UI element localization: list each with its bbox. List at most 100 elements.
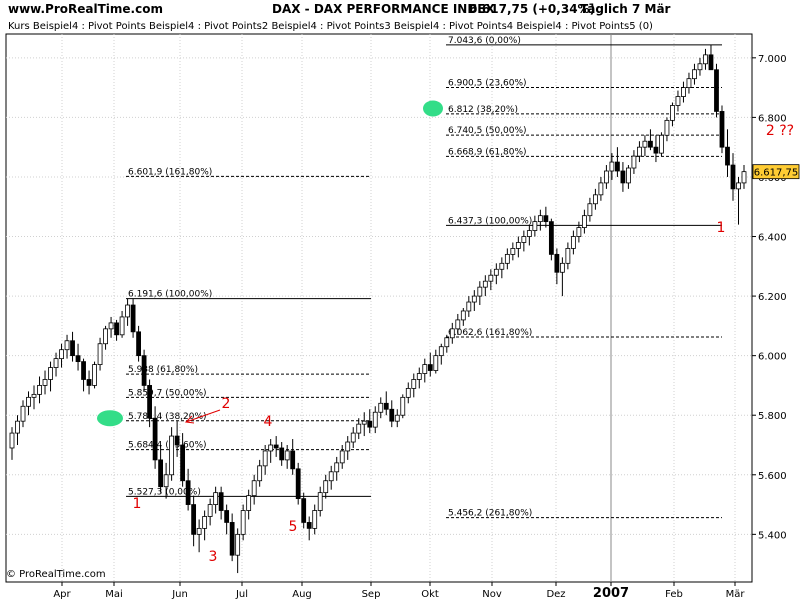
x-tick-label: Aug bbox=[292, 589, 312, 600]
candle-body bbox=[631, 155, 637, 169]
candle-body bbox=[697, 63, 703, 71]
x-tick-label: Jul bbox=[235, 589, 248, 600]
candle-body bbox=[108, 322, 114, 330]
fib-level-label: 5.781,4 (38,20%) bbox=[128, 412, 207, 422]
candle-body bbox=[180, 444, 186, 482]
candle-body bbox=[719, 111, 725, 148]
y-tick-label: 7.000 bbox=[758, 54, 787, 65]
wave-count-label: 1 bbox=[717, 220, 726, 236]
candle-body bbox=[147, 385, 152, 419]
candle-body bbox=[70, 340, 75, 357]
x-tick-label: Okt bbox=[421, 589, 439, 600]
candle-body bbox=[389, 408, 395, 422]
fib-level-label: 5.527,3 (0,00%) bbox=[128, 487, 201, 497]
x-tick-label: Dez bbox=[546, 589, 565, 600]
candle-body bbox=[598, 182, 604, 196]
candle-body bbox=[339, 450, 345, 464]
fib-level-label: 6.900,5 (23,60%) bbox=[448, 78, 527, 88]
candle-body bbox=[741, 171, 747, 184]
candle-body bbox=[681, 87, 686, 97]
candle-body bbox=[224, 510, 230, 523]
annotation-arrow bbox=[185, 409, 221, 423]
candle-body bbox=[31, 393, 37, 398]
candle-body bbox=[191, 504, 197, 535]
y-tick-label: 5.400 bbox=[758, 530, 787, 541]
highlight-marker bbox=[423, 100, 443, 117]
candle-body bbox=[75, 355, 81, 363]
copyright-notice: © ProRealTime.com bbox=[6, 569, 106, 580]
candle-body bbox=[471, 295, 477, 303]
candle-body bbox=[37, 385, 42, 395]
candle-body bbox=[510, 248, 516, 255]
last-price-label: 6.617,75 bbox=[754, 168, 799, 179]
y-tick-label: 6.200 bbox=[758, 292, 787, 303]
candle-body bbox=[334, 462, 340, 473]
candle-body bbox=[444, 337, 450, 348]
candle-body bbox=[455, 319, 461, 330]
candle-body bbox=[554, 253, 560, 273]
candle-body bbox=[449, 328, 455, 339]
candle-body bbox=[141, 355, 147, 386]
candle-body bbox=[240, 510, 246, 535]
candle-body bbox=[196, 527, 202, 535]
candle-body bbox=[427, 364, 433, 371]
candle-body bbox=[103, 328, 108, 345]
x-tick-label: Mär bbox=[726, 589, 746, 600]
site-name[interactable]: www.ProRealTime.com bbox=[8, 2, 163, 16]
candle-body bbox=[235, 533, 241, 556]
candle-body bbox=[345, 441, 351, 452]
x-tick-label: Sep bbox=[362, 589, 381, 600]
instrument-title: DAX - DAX PERFORMANCE INDEX bbox=[272, 2, 495, 16]
quote-change: 6.617,75 (+0,34%) bbox=[469, 2, 596, 16]
candle-body bbox=[405, 388, 411, 398]
candle-body bbox=[81, 361, 86, 380]
candle-body bbox=[400, 396, 406, 416]
candle-body bbox=[361, 420, 367, 425]
candle-body bbox=[620, 170, 626, 184]
candle-body bbox=[637, 146, 642, 157]
candle-body bbox=[367, 420, 373, 428]
candle-body bbox=[521, 236, 527, 243]
candle-body bbox=[114, 322, 119, 336]
candle-body bbox=[736, 182, 741, 190]
candle-body bbox=[350, 432, 356, 443]
candle-body bbox=[499, 262, 505, 270]
candle-body bbox=[686, 78, 692, 89]
candle-body bbox=[213, 492, 219, 505]
fib-level-label: 6.437,3 (100,00%) bbox=[448, 216, 532, 226]
candle-body bbox=[163, 474, 169, 488]
candle-body bbox=[537, 215, 543, 223]
candle-body bbox=[229, 522, 235, 556]
candle-body bbox=[725, 146, 730, 166]
candle-body bbox=[438, 346, 444, 357]
candle-body bbox=[130, 304, 136, 333]
candle-body bbox=[257, 465, 263, 482]
candle-body bbox=[97, 343, 103, 365]
fib-level-label: 6.740,5 (50,00%) bbox=[448, 126, 527, 136]
candle-body bbox=[626, 167, 631, 184]
candle-body bbox=[295, 468, 301, 500]
candle-body bbox=[158, 459, 164, 488]
candle-body bbox=[26, 396, 31, 407]
candle-body bbox=[323, 480, 329, 494]
candle-body bbox=[466, 301, 472, 312]
candle-body bbox=[185, 480, 191, 505]
candle-body bbox=[416, 373, 422, 380]
fib-level-label: 5.684,4 (23,60%) bbox=[128, 441, 207, 451]
y-tick-label: 6.400 bbox=[758, 233, 787, 244]
y-tick-label: 5.800 bbox=[758, 411, 787, 422]
candle-body bbox=[670, 105, 675, 121]
highlight-marker bbox=[97, 410, 123, 427]
candle-body bbox=[570, 236, 576, 249]
candle-body bbox=[119, 316, 125, 336]
candle-body bbox=[515, 242, 521, 249]
candle-body bbox=[284, 450, 290, 461]
candle-body bbox=[59, 349, 64, 360]
fib-level-label: 7.043,6 (0,00%) bbox=[448, 36, 521, 46]
candle-body bbox=[477, 286, 483, 297]
candle-body bbox=[279, 447, 285, 461]
candle-body bbox=[526, 230, 532, 237]
candle-body bbox=[383, 402, 389, 410]
